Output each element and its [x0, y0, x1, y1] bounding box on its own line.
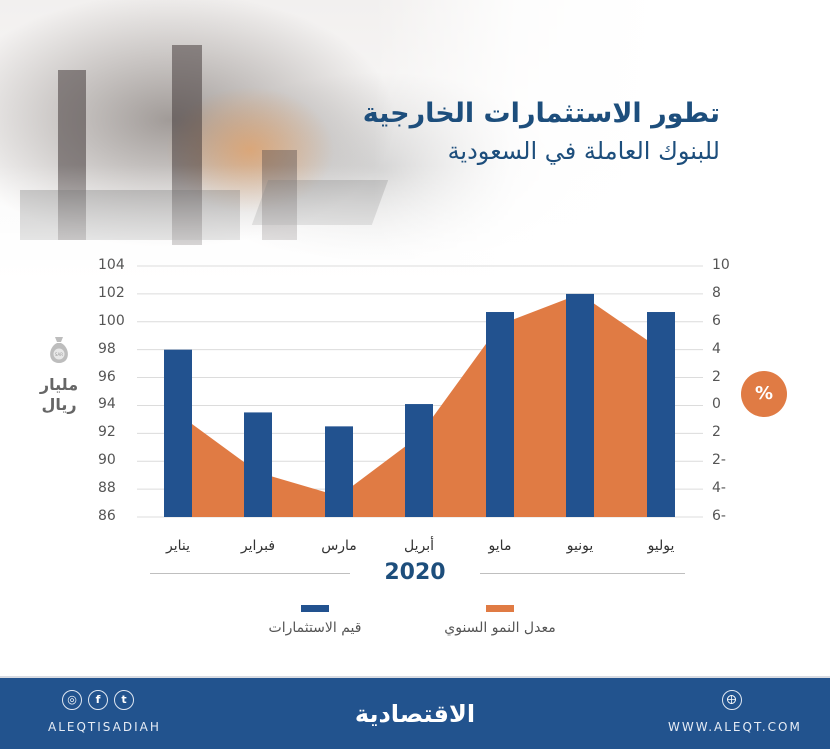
left-tick-label: 94: [98, 396, 116, 413]
right-tick-label: 6-: [712, 508, 726, 524]
investment-bar: [164, 349, 192, 517]
left-tick-label: 98: [98, 340, 116, 357]
year-divider-left: [150, 573, 350, 574]
investment-bar: [566, 293, 594, 517]
x-tick-label: مارس: [321, 538, 357, 554]
legend-label-investments: قيم الاستثمارات: [268, 620, 362, 636]
right-tick-label: 6: [712, 312, 721, 329]
year-label: 2020: [384, 560, 446, 585]
left-tick-label: 102: [98, 284, 125, 301]
investment-bar: [486, 312, 514, 517]
investment-bar: [244, 412, 272, 517]
right-tick-label: 4-: [712, 480, 726, 497]
investment-bar: [647, 312, 675, 517]
legend-item-growth: معدل النمو السنوي: [420, 605, 580, 636]
x-tick-label: يناير: [165, 538, 190, 554]
left-tick-label: 88: [98, 480, 116, 497]
left-tick-label: 104: [98, 257, 125, 273]
money-bag-icon: SAR: [50, 337, 68, 363]
right-tick-label: 10: [712, 257, 730, 273]
legend-item-investments: قيم الاستثمارات: [250, 605, 380, 636]
left-tick-label: 86: [98, 508, 116, 524]
x-tick-label: مايو: [488, 538, 512, 554]
year-divider-right: [480, 573, 685, 574]
chart-title: تطور الاستثمارات الخارجية للبنوك العاملة…: [363, 95, 720, 169]
right-tick-label: 2: [712, 368, 721, 385]
left-tick-label: 90: [98, 452, 116, 469]
left-tick-label: 100: [98, 312, 125, 329]
legend-label-growth: معدل النمو السنوي: [444, 620, 556, 636]
title-line-2: للبنوك العاملة في السعودية: [447, 137, 720, 165]
brand-logo: الاقتصادية: [354, 700, 476, 728]
social-handle[interactable]: ALEQTISADIAH: [48, 720, 161, 734]
globe-icon: [722, 690, 742, 710]
footer-bar: ◎ f t ALEQTISADIAH الاقتصادية WWW.ALEQT.…: [0, 676, 830, 749]
percent-axis-badge: %: [741, 371, 787, 417]
right-tick-label: 2-: [712, 452, 726, 469]
unit-label-billion: مليار: [39, 375, 79, 394]
combo-chart: 104 102 100 98 96 94 92 90 88 86 10 8 6 4 2 0 2 2- 4- 6- S…: [34, 257, 787, 636]
right-tick-label: 0: [712, 396, 721, 413]
left-tick-label: 92: [98, 424, 116, 441]
twitter-icon[interactable]: t: [114, 690, 134, 710]
left-axis-unit: SAR مليار ريال: [34, 335, 84, 415]
social-links: ◎ f t: [62, 690, 134, 710]
title-line-1: تطور الاستثمارات الخارجية: [362, 98, 720, 129]
facebook-icon[interactable]: f: [88, 690, 108, 710]
right-tick-label: 4: [712, 340, 721, 357]
unit-label-riyal: ريال: [41, 395, 77, 414]
website-link[interactable]: WWW.ALEQT.COM: [668, 720, 802, 734]
instagram-icon[interactable]: ◎: [62, 690, 82, 710]
investment-bar: [405, 404, 433, 517]
x-tick-label: فبراير: [240, 538, 276, 554]
growth-rate-area: [178, 293, 661, 517]
right-tick-label: 8: [712, 284, 721, 301]
right-tick-label: 2: [712, 424, 721, 441]
legend-swatch-area: [486, 605, 514, 612]
plot-area: [137, 265, 703, 518]
x-tick-label: أبريل: [403, 538, 434, 554]
legend-swatch-bar: [301, 605, 329, 612]
x-tick-label: يوليو: [647, 538, 675, 554]
hero-background-image: [0, 0, 830, 300]
svg-text:SAR: SAR: [55, 352, 63, 357]
investment-bar: [325, 426, 353, 517]
left-tick-label: 96: [98, 368, 116, 385]
x-tick-label: يونيو: [566, 538, 594, 554]
